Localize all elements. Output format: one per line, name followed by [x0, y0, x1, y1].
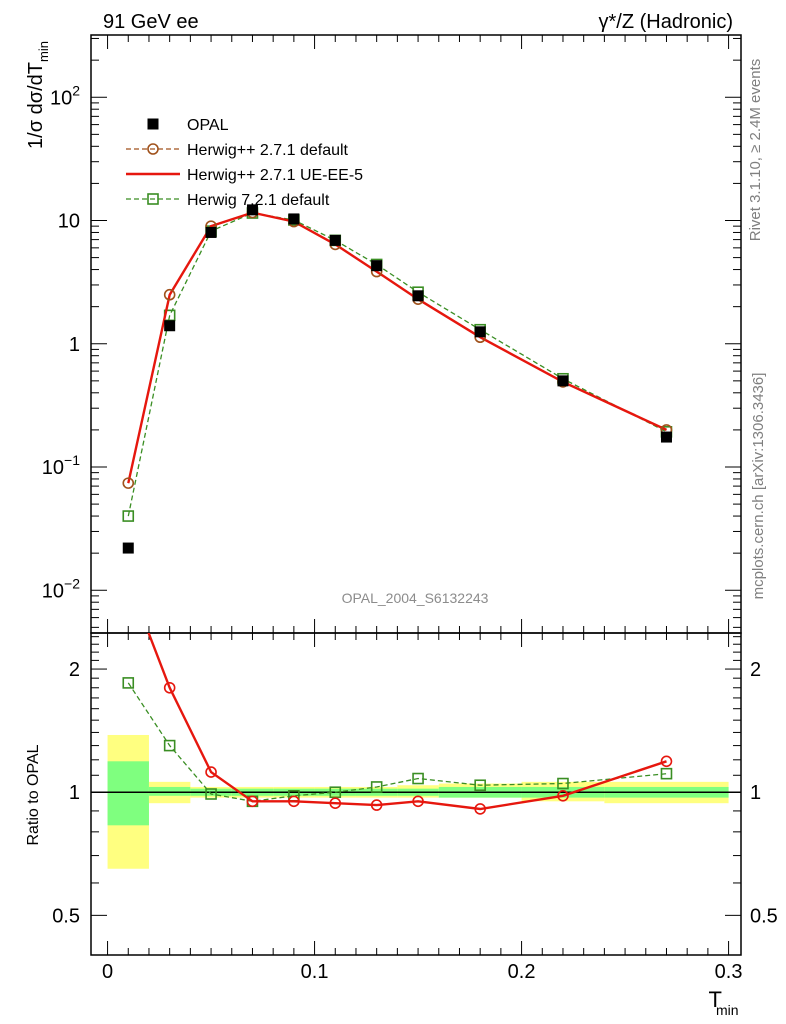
main-series — [122, 204, 673, 554]
header-left: 91 GeV ee — [103, 11, 199, 33]
legend-h721-marker — [147, 193, 159, 205]
h271def-ratio-point — [660, 755, 673, 768]
legend-label: OPAL — [187, 117, 229, 134]
ratio-tick-label-right: 0.5 — [750, 905, 778, 927]
ratio-tick-label-right: 1 — [750, 782, 761, 804]
ratio-tick-label-left: 1 — [69, 782, 80, 804]
h721-ratio-point — [163, 739, 176, 752]
h271def-ratio-point — [205, 766, 217, 778]
legend-item-h271ue: Herwig++ 2.7.1 UE-EE-5 — [126, 167, 363, 184]
opal-data-point — [412, 290, 424, 302]
legend-item-h271def: Herwig++ 2.7.1 default — [126, 142, 349, 159]
main-tick-label: 10−1 — [42, 452, 80, 479]
main-tick-label: 10 — [58, 211, 80, 233]
mcplots-label: mcplots.cern.ch [arXiv:1306.3436] — [750, 373, 767, 600]
opal-data-point — [164, 320, 176, 332]
opal-data-point — [205, 226, 217, 238]
h271def-ratio-point — [329, 797, 342, 809]
main-panel: 102 10 1 10−1 10−2 — [42, 34, 742, 634]
ratio-tick-label-left: 2 — [69, 659, 80, 681]
h721-ratio-point — [329, 786, 342, 799]
ratio-tick-label-right: 2 — [750, 659, 761, 681]
x-tick-label: 0 — [102, 961, 113, 983]
stat-uncertainty-band — [107, 761, 149, 826]
legend: OPAL Herwig++ 2.7.1 default Herwig++ 2.7.1… — [126, 117, 363, 209]
h721-ratio-point — [370, 781, 383, 793]
analysis-label: OPAL_2004_S6132243 — [342, 590, 489, 606]
h271def-main-line — [127, 211, 667, 484]
h271def-ratio-point — [288, 795, 300, 808]
h271def-ratio-point — [163, 681, 176, 694]
x-tick-label: 0.1 — [301, 961, 329, 983]
opal-data-point — [371, 260, 383, 272]
ratio-frame — [90, 632, 742, 956]
h721-ratio-point — [660, 767, 673, 780]
x-label-text: T — [709, 987, 722, 1012]
main-ylabel-text: 1/σ dσ/dT — [25, 62, 47, 149]
ratio-panel: 0 0.1 0.2 0.3 2 2 1 1 0.5 0.5 — [52, 632, 778, 983]
opal-data-point — [474, 326, 486, 338]
h721-ratio-point — [205, 788, 217, 800]
legend-label: Herwig++ 2.7.1 UE-EE-5 — [187, 167, 363, 184]
ratio-tick-label-left: 0.5 — [52, 905, 80, 927]
opal-data-point — [557, 375, 569, 387]
legend-h271def-marker — [147, 143, 159, 155]
opal-data-point — [122, 542, 134, 554]
h721-main-point — [122, 510, 135, 522]
h271def-ratio-point — [370, 799, 383, 811]
main-tick-label: 10−2 — [42, 575, 80, 602]
main-ylabel: 1/σ dσ/dTmin — [25, 41, 51, 149]
h271def-ratio-point — [412, 795, 424, 808]
opal-data-point — [329, 234, 341, 246]
opal-data-point — [288, 213, 300, 225]
h721-ratio-point — [557, 777, 569, 790]
ratio-series — [122, 633, 673, 815]
svg-text:T: T — [709, 987, 722, 1012]
header-right: γ*/Z (Hadronic) — [599, 11, 733, 33]
x-tick-label: 0.3 — [715, 961, 743, 983]
ratio-ylabel: Ratio to OPAL — [25, 744, 42, 845]
main-ylabel-sub: min — [36, 41, 51, 62]
legend-item-h721: Herwig 7.2.1 default — [126, 192, 330, 209]
main-tick-label: 1 — [69, 334, 80, 356]
x-tick-label: 0.2 — [508, 961, 536, 983]
h721-ratio-line — [127, 682, 667, 802]
h271def-ratio-point — [246, 795, 259, 808]
h271def-main-point — [163, 288, 176, 301]
h271def-main-point — [122, 477, 135, 489]
h721-ratio-point — [412, 772, 424, 785]
legend-opal-marker — [147, 118, 159, 130]
h271def-ratio-point — [474, 803, 486, 815]
h721-main-line — [127, 212, 667, 517]
h271def-ratio-point — [557, 789, 569, 802]
stat-uncertainty-band — [148, 786, 191, 796]
rivet-label: Rivet 3.1.10, ≥ 2.4M events — [747, 59, 764, 242]
opal-data-point — [660, 431, 672, 443]
h721-ratio-point — [122, 677, 135, 689]
h271ue-main-line — [127, 211, 668, 484]
svg-text:1/σ dσ/dTmin: 1/σ dσ/dTmin — [25, 41, 51, 149]
x-label-sub: min — [716, 1002, 739, 1018]
legend-label: Herwig++ 2.7.1 default — [187, 142, 349, 159]
legend-label: Herwig 7.2.1 default — [187, 192, 330, 209]
main-tick-label: 102 — [50, 82, 80, 109]
h721-ratio-point — [474, 779, 486, 792]
x-axis-label: T min — [709, 987, 739, 1018]
legend-item-opal: OPAL — [147, 117, 229, 134]
h271ue-ratio-line — [147, 633, 667, 811]
opal-data-point — [246, 204, 258, 216]
